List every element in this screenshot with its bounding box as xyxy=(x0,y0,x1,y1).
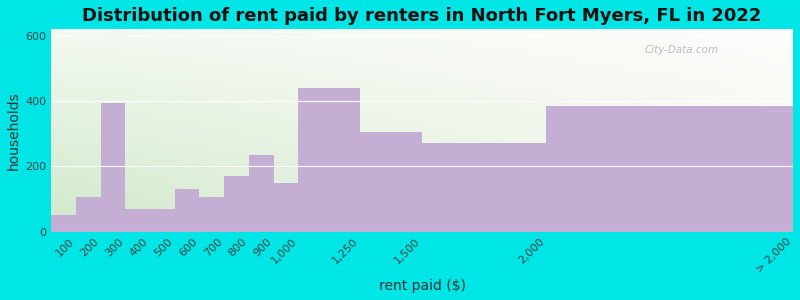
Bar xyxy=(126,209,150,232)
Bar xyxy=(298,88,360,232)
Bar xyxy=(249,155,274,232)
Bar xyxy=(76,197,101,232)
Bar xyxy=(101,103,126,232)
X-axis label: rent paid ($): rent paid ($) xyxy=(378,279,466,293)
Bar xyxy=(546,106,793,232)
Bar xyxy=(150,209,174,232)
Bar xyxy=(51,215,76,232)
Title: Distribution of rent paid by renters in North Fort Myers, FL in 2022: Distribution of rent paid by renters in … xyxy=(82,7,762,25)
Bar xyxy=(274,183,298,232)
Bar xyxy=(174,189,199,232)
Bar xyxy=(224,176,249,232)
Bar xyxy=(199,197,224,232)
Text: City-Data.com: City-Data.com xyxy=(645,46,718,56)
Bar xyxy=(422,143,546,232)
Bar xyxy=(360,132,422,232)
Y-axis label: households: households xyxy=(7,91,21,170)
